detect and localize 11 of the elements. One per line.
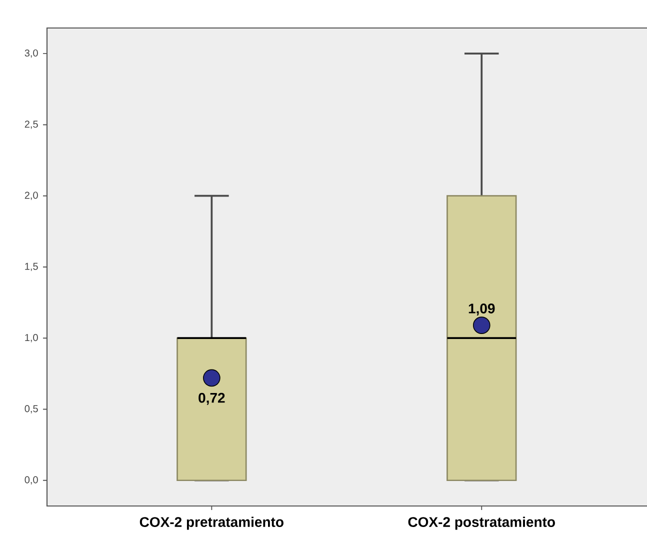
data-label: 0,72: [198, 392, 225, 405]
y-tick-label: 1,5: [25, 262, 38, 272]
data-label: 1,09: [468, 304, 495, 316]
y-tick-label: 1,0: [25, 334, 38, 342]
y-tick-label: 3,0: [24, 49, 38, 58]
y-tick-label: 0,5: [24, 405, 38, 414]
y-tick-label: 2,5: [24, 120, 38, 129]
x-tick-label: COX-2 pretratamiento: [140, 516, 284, 530]
x-tick-label: COX-2 postratamiento: [408, 516, 555, 530]
y-tick-label: 0,0: [24, 476, 38, 485]
y-tick-label: 2,0: [24, 192, 38, 200]
